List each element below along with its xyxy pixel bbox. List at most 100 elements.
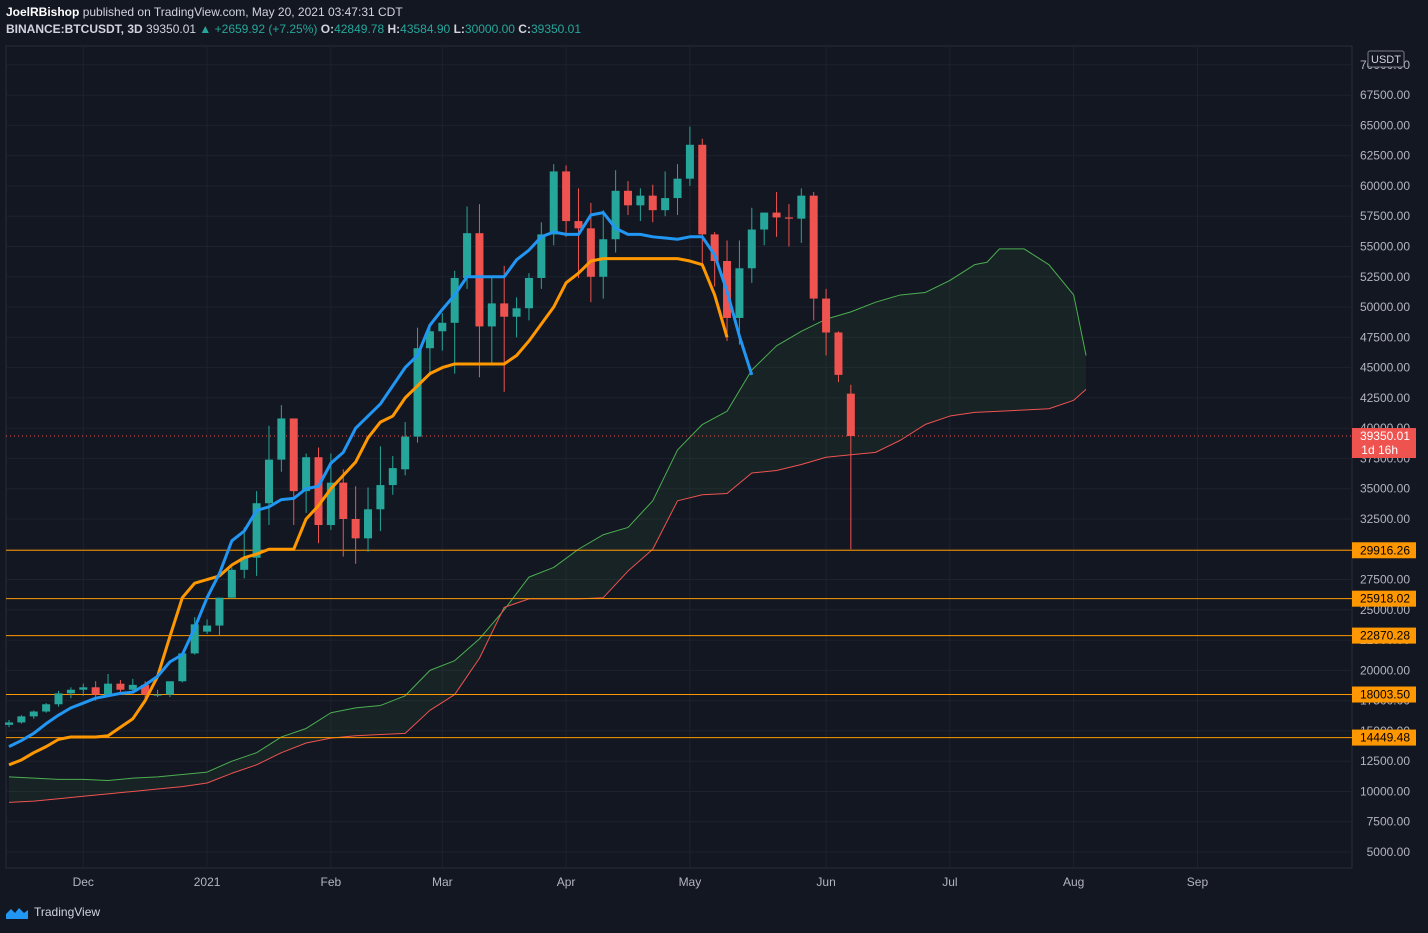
y-tick-label: 5000.00 [1367,845,1411,859]
candle-body [339,482,348,519]
candle-body [512,308,521,317]
y-tick-label: 27500.00 [1360,573,1410,587]
x-tick-label: Jun [816,875,835,889]
level-label: 14449.48 [1360,731,1410,745]
high-value: 43584.90 [400,22,451,36]
y-tick-label: 52500.00 [1360,270,1410,284]
candle-body [822,298,831,333]
bar-countdown-label: 1d 16h [1361,443,1398,457]
candle-body [314,457,323,526]
candle-body [648,195,657,211]
publish-line: JoelRBishop published on TradingView.com… [6,4,581,21]
level-label: 22870.28 [1360,629,1410,643]
candle-body [388,468,397,486]
level-tag [1352,590,1416,607]
x-tick-label: 2021 [194,875,221,889]
candle-body [17,716,26,723]
candle-body [574,221,583,229]
candle-body [178,653,187,682]
candle-body [611,190,620,240]
level-label: 18003.50 [1360,688,1410,702]
candle-body [364,509,373,539]
change-value: ▲ +2659.92 (+7.25%) [199,22,318,36]
candle-body [586,228,595,277]
high-label: H: [387,22,401,36]
candle-body [264,459,273,504]
level-tag [1352,729,1416,746]
candle-body [673,178,682,199]
y-tick-label: 10000.00 [1360,784,1410,798]
candle-body [438,322,447,332]
y-tick-label: 60000.00 [1360,179,1410,193]
candle-body [141,684,150,695]
candle-body [165,681,174,695]
candle-body [834,332,843,375]
candle-body [413,348,422,437]
x-tick-label: Apr [557,875,576,889]
last-price-label: 39350.01 [1360,429,1410,443]
y-tick-label: 50000.00 [1360,300,1410,314]
candle-body [747,229,756,269]
candle-body [475,233,484,327]
ichimoku-cloud [9,248,1087,803]
candle-body [797,195,806,219]
y-tick-label: 65000.00 [1360,118,1410,132]
candle-body [215,597,224,626]
candle-body [252,503,261,558]
tradingview-logo-icon[interactable] [6,905,28,919]
x-tick-label: Jul [942,875,957,889]
level-tag [1352,627,1416,644]
chart-header: JoelRBishop published on TradingView.com… [6,4,581,38]
candle-body [5,722,13,725]
candle-body [277,418,286,460]
last-price-tag [1352,428,1416,459]
candle-body [42,704,51,712]
y-tick-label: 47500.00 [1360,330,1410,344]
candle-body [524,277,533,309]
y-tick-label: 45000.00 [1360,361,1410,375]
candle-body [487,303,496,327]
brand-name[interactable]: TradingView [34,905,101,919]
candle-body [401,436,410,470]
author-name[interactable]: JoelRBishop [6,5,80,19]
candle-body [537,234,546,278]
candle-body [809,195,818,299]
y-tick-label: 62500.00 [1360,149,1410,163]
y-tick-label: 55000.00 [1360,240,1410,254]
symbol-label[interactable]: BINANCE:BTCUSDT, 3D [6,22,143,36]
chart-area[interactable]: Dec 2021 Feb Mar Apr May Jun Jul Aug Sep 5000.00 75… [0,44,1428,896]
x-tick-label: Dec [73,875,94,889]
conversion-line [8,211,754,748]
currency-label: USDT [1371,54,1401,66]
currency-badge [1367,50,1405,68]
candle-body [116,683,125,690]
y-tick-label: 57500.00 [1360,209,1410,223]
candle-body [128,684,137,690]
close-value: 39350.01 [530,22,582,36]
candle-body [450,277,459,323]
x-tick-label: Sep [1187,875,1209,889]
low-label: L: [453,22,465,36]
candle-body [376,485,385,510]
candle-body [203,625,212,632]
x-tick-label: May [679,875,702,889]
open-value: 42849.78 [334,22,385,36]
level-tag [1352,686,1416,703]
level-tag [1352,542,1416,559]
candle-body [66,689,75,694]
candle-body [562,171,571,222]
level-label: 25918.02 [1360,592,1410,606]
candle-body [624,190,632,206]
candle-body [302,457,311,492]
candle-body [29,711,38,717]
candle-body [91,687,100,695]
candle-body [500,303,509,317]
x-tick-label: Aug [1063,875,1084,889]
candle-body [846,393,855,437]
price-chart[interactable]: Dec 2021 Feb Mar Apr May Jun Jul Aug Sep 5000.00 75… [0,44,1428,896]
candle-body [784,217,793,219]
base-line [8,257,729,767]
level-label: 29916.26 [1360,543,1410,557]
x-tick-label: Feb [321,875,342,889]
candle-body [54,693,63,705]
